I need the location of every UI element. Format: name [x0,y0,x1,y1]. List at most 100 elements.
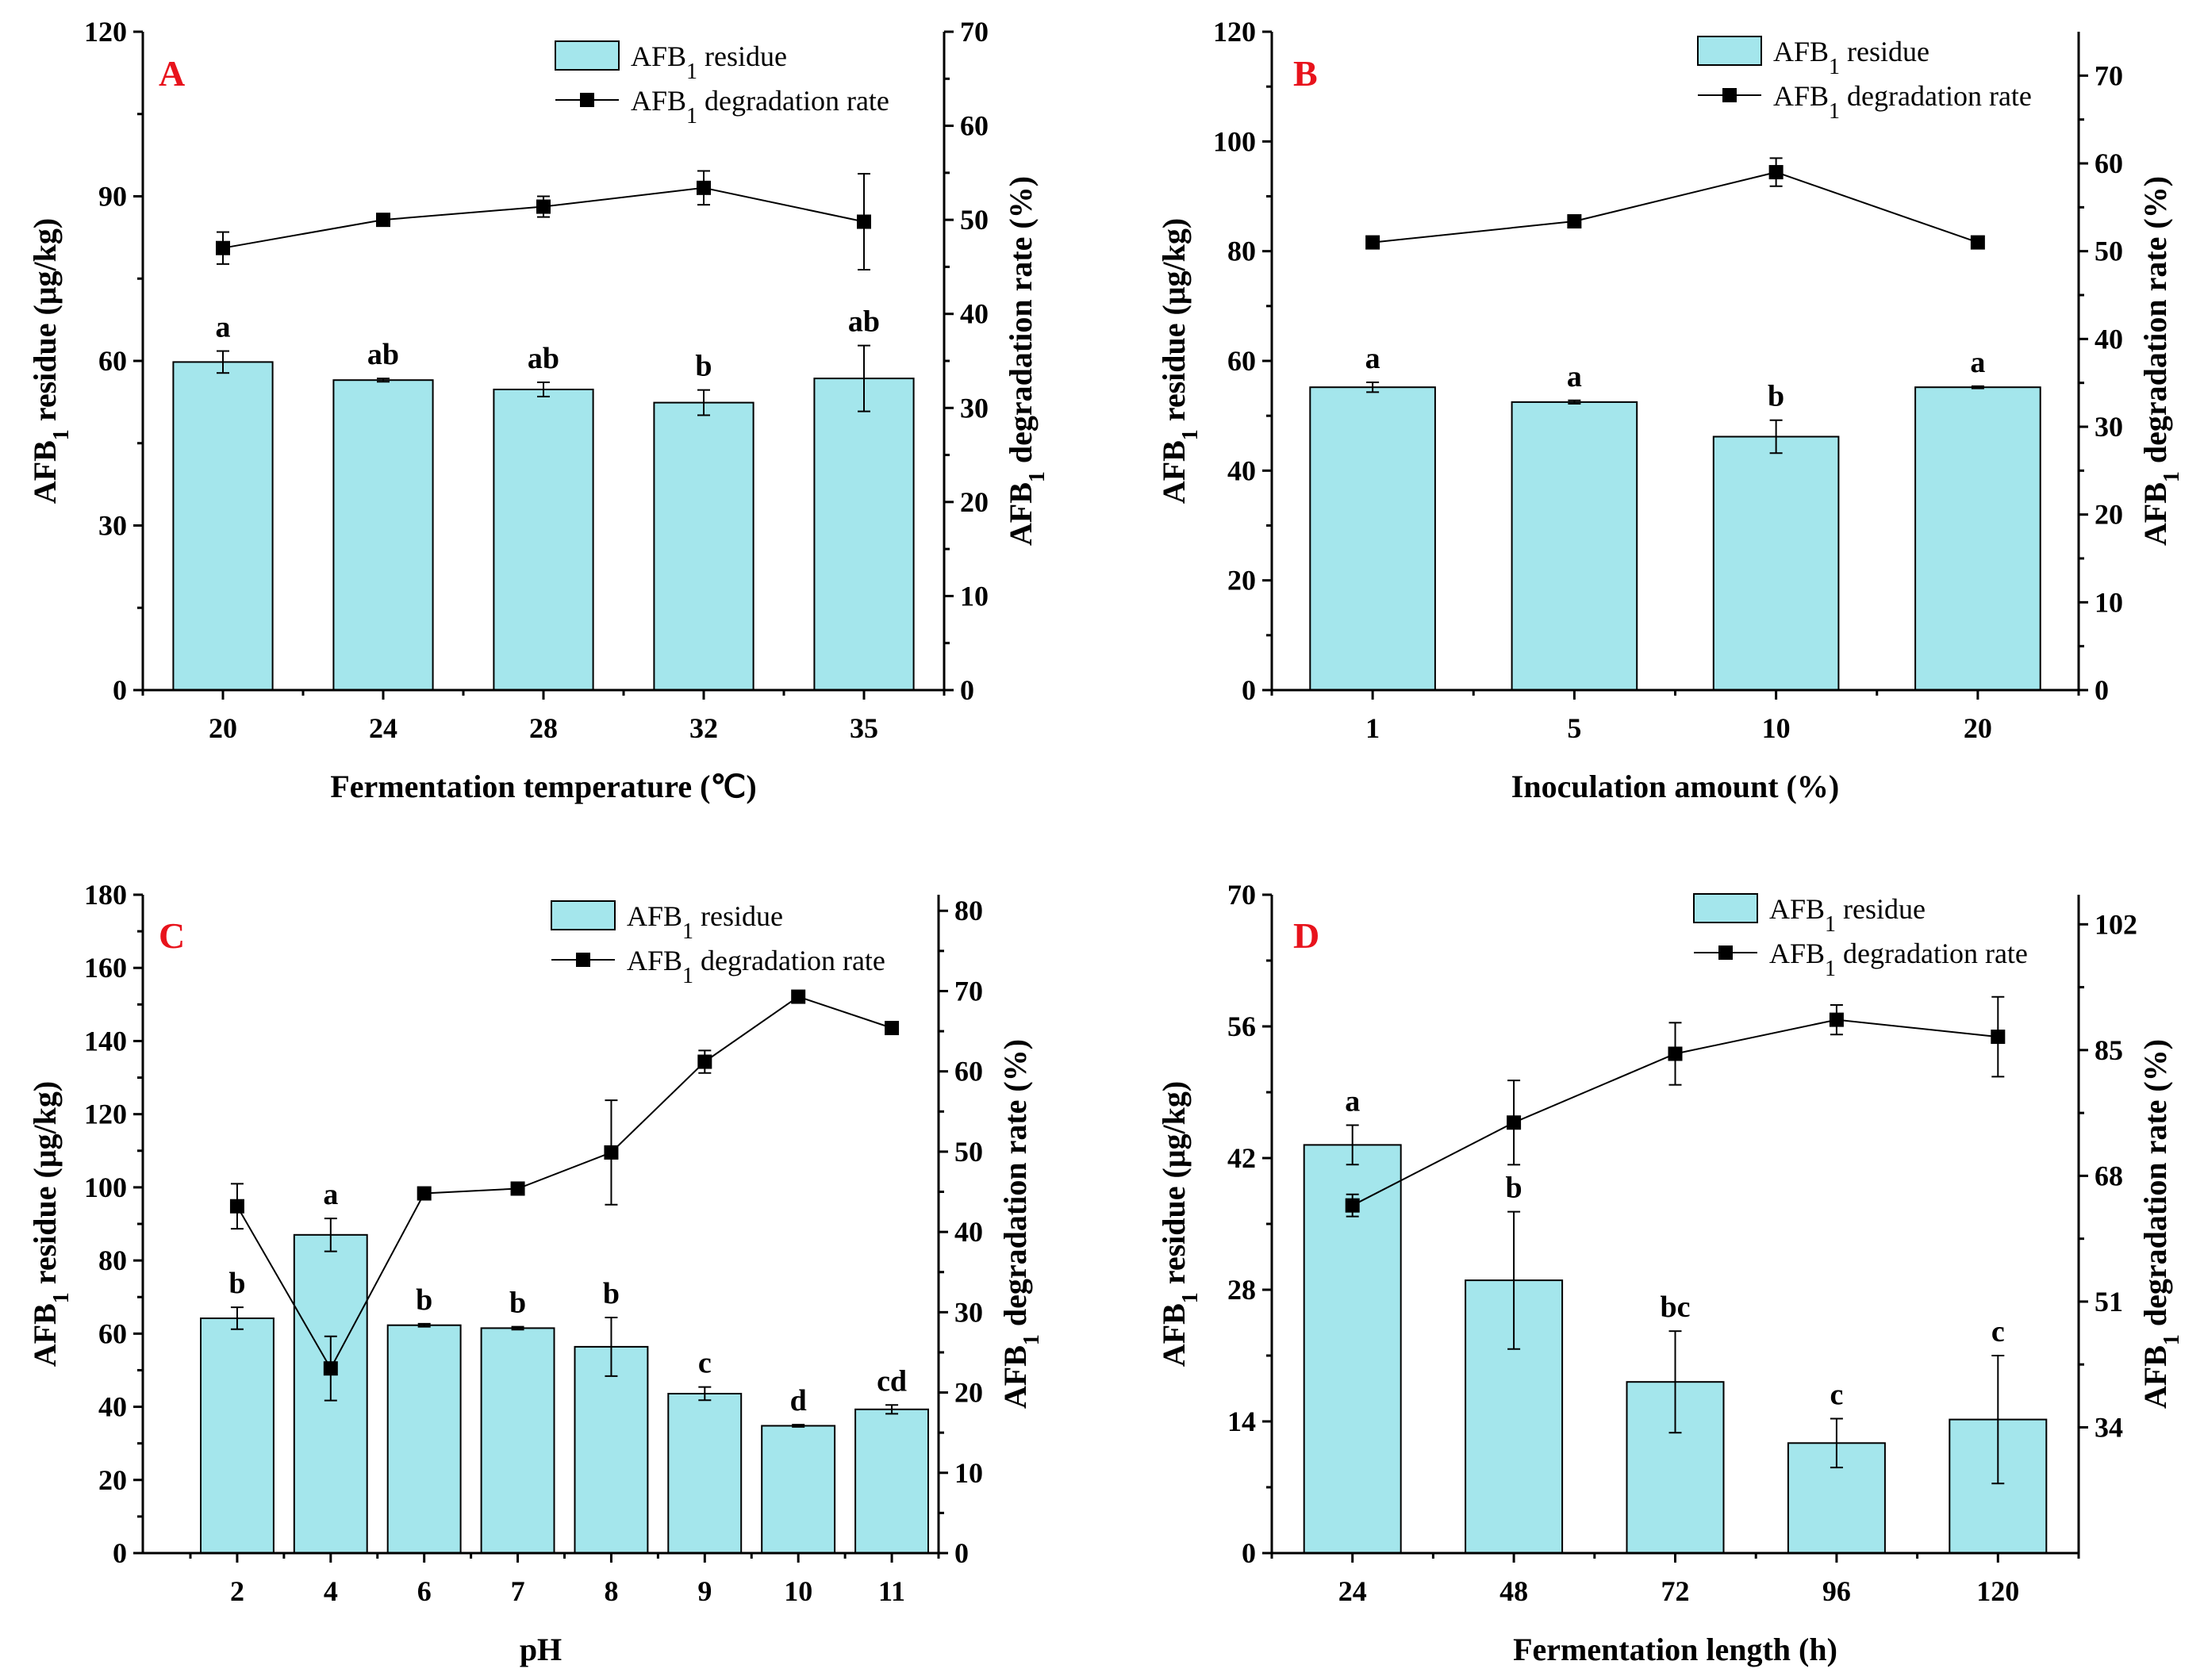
bar-c-7 [480,1327,555,1555]
y-left-tick-label: 42 [1227,1142,1256,1174]
x-tick-label-c-4: 4 [324,1575,338,1607]
panel-label-b: B [1293,53,1318,94]
y-right-tick-label: 70 [960,16,989,48]
y-left-axis-title-b: AFB1 residue (μg/kg) [1156,218,1203,504]
sig-letter-a-35: ab [848,305,880,339]
line-point-c-7 [510,1181,525,1196]
y-right-tick-label: 60 [960,110,989,142]
y-left-tick-label: 30 [98,510,127,542]
y-right-tick-label: 30 [2095,411,2123,443]
x-tick-label-c-6: 6 [417,1575,432,1607]
legend-bar-swatch [1693,893,1758,923]
bar-error-c-11 [885,1404,899,1415]
y-right-tick-label: 50 [960,204,989,236]
bar-error-d-48 [1507,1210,1521,1350]
legend-bar-swatch [551,900,616,930]
x-tick-label-d-96: 96 [1822,1575,1851,1607]
x-tick-label-d-72: 72 [1661,1575,1690,1607]
legend-line-label: AFB1 degradation rate [627,945,885,988]
bar-error-b-1 [1366,381,1380,393]
x-tick-label-b-1: 1 [1365,712,1380,744]
legend-bar-label: AFB1 residue [1773,36,1929,79]
sig-letter-c-6: b [416,1283,432,1317]
sig-letter-a-24: ab [367,338,399,371]
line-point-a-28 [536,199,551,214]
y-right-tick-label: 20 [954,1377,983,1409]
bar-b-20 [1914,386,2041,691]
bar-c-11 [854,1408,929,1555]
line-point-d-48 [1507,1115,1522,1130]
legend-line-marker [580,93,594,107]
y-right-tick-label: 20 [960,486,989,518]
legend-line-label: AFB1 degradation rate [1769,938,2028,981]
y-left-axis-title-a: AFB1 residue (μg/kg) [27,218,74,504]
bar-error-a-28 [537,381,550,397]
x-tick-label-b-5: 5 [1567,712,1581,744]
chart-panel-a: a ab ab b ab 0 30 60 90 120 0 10 20 30 40 50 60 70 20 24 28 3… [27,16,1050,804]
y-left-tick-label: 0 [1242,674,1256,706]
line-point-a-24 [376,213,390,228]
line-point-a-20 [216,240,230,255]
sig-letter-c-11: cd [877,1364,907,1398]
panel-label-a: A [159,53,185,94]
line-point-c-10 [791,989,806,1004]
x-tick-label-d-120: 120 [1976,1575,2019,1607]
y-right-tick-label: 60 [954,1056,983,1087]
y-left-tick-label: 120 [84,16,127,48]
x-tick-label-a-20: 20 [209,712,237,744]
y-left-tick-label: 140 [84,1025,127,1057]
x-tick-label-c-8: 8 [604,1575,618,1607]
sig-letter-d-120: c [1991,1315,2005,1348]
y-left-axis-title-c: AFB1 residue (μg/kg) [27,1081,74,1367]
bar-error-b-20 [1971,385,1984,389]
legend-bar-swatch [555,40,620,71]
line-point-a-35 [857,214,871,229]
bar-error-d-72 [1668,1330,1682,1434]
y-left-tick-label: 60 [98,1318,127,1349]
x-axis-title-c: pH [520,1632,562,1667]
legend-line-label: AFB1 degradation rate [1773,80,2032,124]
legend-bar-label: AFB1 residue [1769,893,1926,937]
bar-b-10 [1712,435,1840,691]
legend-line-marker [576,953,590,967]
bar-c-8 [574,1345,649,1555]
line-point-d-96 [1829,1012,1844,1027]
y-left-axis-title-d: AFB1 residue (μg/kg) [1156,1081,1203,1367]
y-left-tick-label: 100 [1213,125,1256,157]
y-right-tick-label: 20 [2095,499,2123,531]
y-right-tick-label: 50 [2095,236,2123,267]
y-left-tick-label: 100 [84,1172,127,1203]
sig-letter-b-1: a [1365,342,1380,375]
sig-letter-c-7: b [509,1287,526,1320]
chart-panel-d: a b bc c c 0 14 28 42 56 70 34 51 68 85 102 24 48 72 96 120 F… [1156,879,2184,1667]
bar-c-9 [667,1393,743,1554]
x-tick-label-d-24: 24 [1338,1575,1367,1607]
line-point-a-32 [697,180,711,195]
y-left-tick-label: 60 [98,345,127,377]
bar-error-c-10 [792,1424,805,1428]
bar-error-a-24 [377,378,390,383]
y-left-tick-label: 120 [84,1099,127,1130]
x-tick-label-c-10: 10 [784,1575,812,1607]
y-right-tick-label: 102 [2095,908,2137,940]
sig-letter-b-10: b [1768,380,1784,413]
y-right-tick-label: 10 [960,580,989,612]
bar-error-a-32 [697,389,710,416]
x-axis-title-d: Fermentation length (h) [1513,1632,1837,1667]
y-right-tick-label: 50 [954,1136,983,1168]
sig-letter-a-20: a [216,311,231,344]
x-axis-title-b: Inoculation amount (%) [1511,769,1839,804]
line-point-d-120 [1991,1030,2006,1045]
x-axis-title-a: Fermentation temperature (℃) [330,769,756,804]
bar-error-c-7 [511,1325,524,1331]
legend-line-marker [1718,945,1733,960]
line-point-c-2 [229,1199,244,1214]
bar-error-c-4 [324,1218,337,1252]
line-point-b-20 [1970,235,1985,250]
y-right-tick-label: 10 [2095,586,2123,618]
line-point-c-11 [885,1021,900,1036]
y-right-tick-label: 51 [2095,1286,2123,1318]
